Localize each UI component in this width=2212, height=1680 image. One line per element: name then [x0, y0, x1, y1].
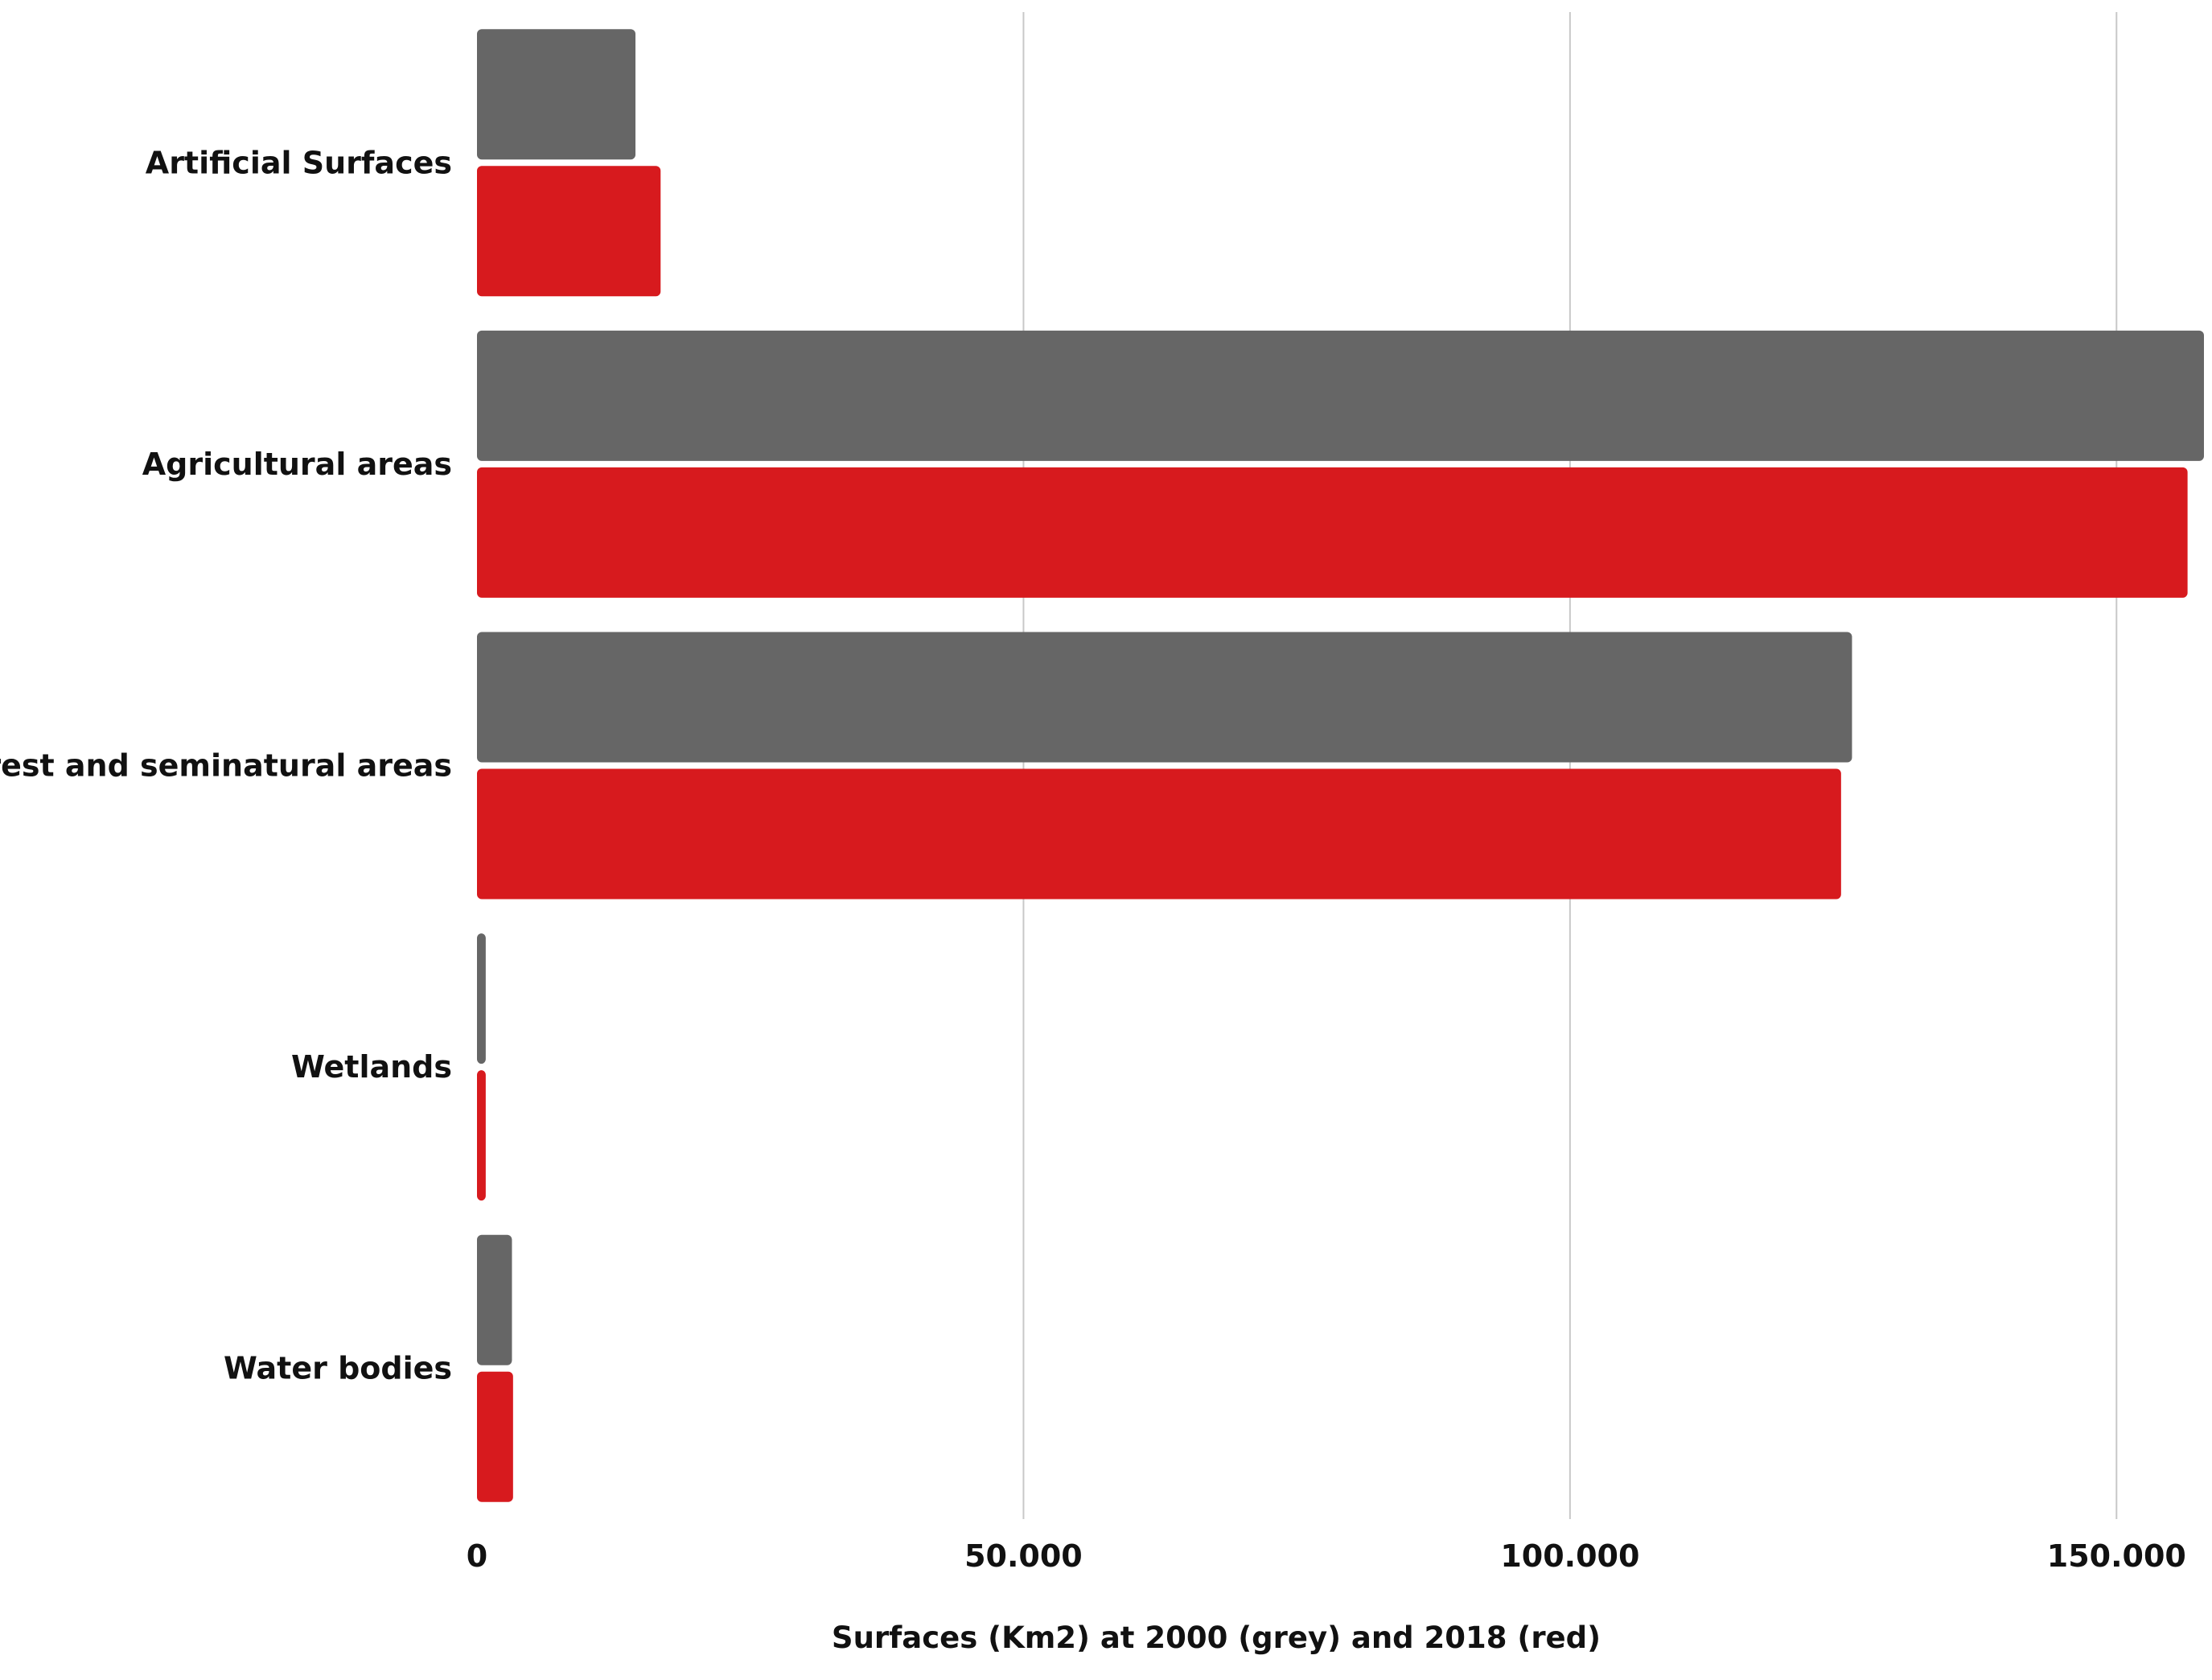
category-label: Artificial Surfaces: [146, 145, 452, 180]
label-layer: 0 50.000 100.000 150.000 Artificial Surfaces…: [0, 145, 2186, 1574]
bar-2000: [477, 632, 1852, 763]
grid-layer: [1022, 12, 2118, 1519]
bar-2000: [477, 29, 636, 160]
bar-2000: [477, 1234, 512, 1365]
category-label: Agricultural areas: [142, 447, 452, 482]
x-tick-label: 100.000: [1500, 1538, 1639, 1574]
x-tick-label: 50.000: [964, 1538, 1083, 1574]
bar-2000: [477, 933, 486, 1064]
bar-2018: [477, 768, 1841, 900]
x-tick-label: 150.000: [2047, 1538, 2186, 1574]
bar-2018: [477, 1371, 513, 1502]
x-tick-label: 0: [467, 1538, 487, 1574]
category-label: Forest and seminatural areas: [0, 748, 452, 784]
bar-2000: [477, 330, 2204, 461]
category-label: Water bodies: [224, 1351, 452, 1386]
bar-2018: [477, 166, 661, 297]
bar-2018: [477, 1070, 486, 1201]
x-axis-title: Surfaces (Km2) at 2000 (grey) and 2018 (…: [832, 1620, 1601, 1655]
bar-2018: [477, 467, 2188, 598]
category-label: Wetlands: [291, 1049, 452, 1085]
bar-layer: [477, 29, 2204, 1502]
